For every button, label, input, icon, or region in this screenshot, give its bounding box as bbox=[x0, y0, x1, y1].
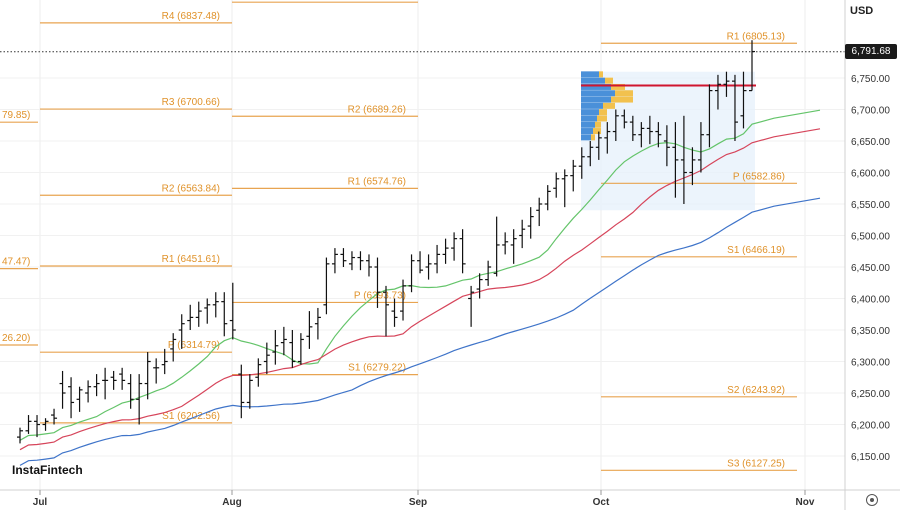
profile-bar-sell bbox=[595, 121, 601, 128]
y-tick-label: 6,700.00 bbox=[851, 106, 890, 117]
y-tick-label: 6,300.00 bbox=[851, 358, 890, 369]
pivot-label: R1 (6451.61) bbox=[162, 254, 220, 265]
pivot-label: R1 (6805.13) bbox=[727, 31, 785, 42]
profile-bar-sell bbox=[605, 77, 613, 84]
profile-bar-sell bbox=[599, 71, 603, 78]
profile-bar-buy bbox=[581, 128, 593, 135]
y-tick-label: 6,550.00 bbox=[851, 200, 890, 211]
pivot-label: S1 (6279.22) bbox=[348, 363, 406, 374]
profile-bar-buy bbox=[581, 71, 599, 78]
profile-bar-sell bbox=[591, 134, 595, 141]
y-tick-label: 6,200.00 bbox=[851, 421, 890, 432]
last-price-tag: 6,791.68 bbox=[845, 44, 897, 59]
x-tick-label: Oct bbox=[593, 497, 610, 508]
x-tick-label: Sep bbox=[409, 497, 427, 508]
y-tick-label: 6,350.00 bbox=[851, 326, 890, 337]
currency-label[interactable]: USD bbox=[850, 5, 874, 17]
profile-bar-buy bbox=[581, 121, 595, 128]
x-tick-label: Aug bbox=[222, 497, 241, 508]
profile-bar-buy bbox=[581, 96, 611, 103]
pivot-label: R2 (6689.26) bbox=[348, 104, 406, 115]
ma-mid-line bbox=[19, 128, 821, 451]
profile-bar-sell bbox=[603, 102, 615, 109]
pivot-label: S1 (6202.56) bbox=[162, 411, 220, 422]
profile-bar-sell bbox=[615, 90, 633, 97]
y-tick-label: 6,400.00 bbox=[851, 295, 890, 306]
pivot-label: R3 (6870.30) bbox=[348, 0, 406, 1]
pivot-label: 26.20) bbox=[2, 333, 30, 344]
y-tick-label: 6,150.00 bbox=[851, 452, 890, 463]
profile-bar-sell bbox=[597, 115, 607, 122]
profile-bar-sell bbox=[593, 128, 601, 135]
profile-bar-sell bbox=[611, 96, 633, 103]
ohlc-bars bbox=[17, 40, 755, 444]
x-tick-label: Nov bbox=[796, 497, 815, 508]
pivot-label: R3 (6700.66) bbox=[162, 97, 220, 108]
profile-bar-buy bbox=[581, 109, 599, 116]
y-tick-label: 6,600.00 bbox=[851, 169, 890, 180]
ma-fast-line bbox=[19, 109, 821, 441]
pivot-label: S2 (6243.92) bbox=[727, 385, 785, 396]
profile-bar-buy bbox=[581, 83, 611, 90]
pivot-label: 47.47) bbox=[2, 257, 30, 268]
x-tick-label: Jul bbox=[33, 497, 48, 508]
settings-icon[interactable] bbox=[866, 494, 878, 506]
pivot-label: S3 (6127.25) bbox=[727, 458, 785, 469]
pivot-label: P (6582.86) bbox=[733, 171, 785, 182]
pivot-label: P (6393.73) bbox=[354, 290, 406, 301]
pivot-label: R4 (6837.48) bbox=[162, 11, 220, 22]
pivot-label: R2 (6563.84) bbox=[162, 183, 220, 194]
profile-bar-buy bbox=[581, 115, 597, 122]
profile-bar-buy bbox=[581, 90, 615, 97]
pivot-label: P (6314.79) bbox=[168, 340, 220, 351]
pivot-lines: R4 (6837.48) R3 (6870.30) R1 (6805.13) 79.8… bbox=[0, 0, 845, 471]
y-tick-label: 6,750.00 bbox=[851, 74, 890, 85]
pivot-label: R1 (6574.76) bbox=[348, 176, 406, 187]
y-tick-label: 6,450.00 bbox=[851, 263, 890, 274]
profile-bar-buy bbox=[581, 102, 603, 109]
ma-slow-line bbox=[19, 197, 821, 466]
profile-bar-buy bbox=[581, 77, 605, 84]
profile-bar-sell bbox=[611, 83, 625, 90]
brand-logo: InstaFintech bbox=[12, 463, 83, 477]
y-tick-label: 6,500.00 bbox=[851, 232, 890, 243]
profile-bar-sell bbox=[599, 109, 607, 116]
y-tick-label: 6,650.00 bbox=[851, 137, 890, 148]
y-tick-label: 6,250.00 bbox=[851, 389, 890, 400]
chart-grid bbox=[0, 0, 845, 490]
pivot-label: S1 (6466.19) bbox=[727, 245, 785, 256]
moving-averages bbox=[19, 109, 821, 466]
profile-bar-buy bbox=[581, 134, 591, 141]
pivot-label: 79.85) bbox=[2, 110, 30, 121]
